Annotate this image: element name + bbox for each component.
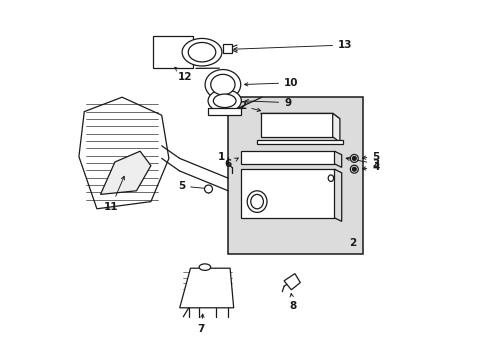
Polygon shape [257,140,343,144]
Text: 11: 11 [104,176,124,212]
Polygon shape [334,151,341,167]
Polygon shape [284,274,300,290]
Text: 13: 13 [233,40,352,51]
Text: 5: 5 [362,152,379,162]
Ellipse shape [213,94,236,108]
Text: 6: 6 [224,158,238,169]
Polygon shape [260,113,332,137]
Polygon shape [179,268,233,308]
Bar [208,108,241,115]
Text: 3: 3 [346,157,379,169]
Ellipse shape [182,39,222,66]
Ellipse shape [327,175,333,181]
Ellipse shape [210,75,235,95]
Ellipse shape [349,165,358,173]
Ellipse shape [351,156,356,161]
Polygon shape [260,113,339,119]
Ellipse shape [250,194,263,209]
Ellipse shape [349,154,358,162]
Text: 5: 5 [178,181,208,191]
Bar [241,169,334,218]
Text: 12: 12 [175,67,192,82]
Text: 1: 1 [218,152,225,162]
Ellipse shape [204,185,212,193]
Ellipse shape [351,167,356,171]
Bar [241,151,334,164]
Ellipse shape [188,42,215,62]
Bar [228,97,363,254]
Polygon shape [153,36,192,68]
Text: 2: 2 [239,101,260,112]
Text: 4: 4 [362,162,379,172]
Ellipse shape [247,191,266,212]
Ellipse shape [207,90,241,112]
Polygon shape [79,97,168,209]
Text: 9: 9 [244,98,291,108]
Bar [223,44,232,53]
Text: 2: 2 [348,238,355,248]
Text: 10: 10 [244,78,298,88]
Ellipse shape [199,264,210,270]
Text: 8: 8 [289,293,296,311]
Polygon shape [101,151,151,194]
Text: 7: 7 [197,314,204,334]
Polygon shape [334,169,341,221]
Ellipse shape [204,69,240,100]
Polygon shape [332,113,339,142]
